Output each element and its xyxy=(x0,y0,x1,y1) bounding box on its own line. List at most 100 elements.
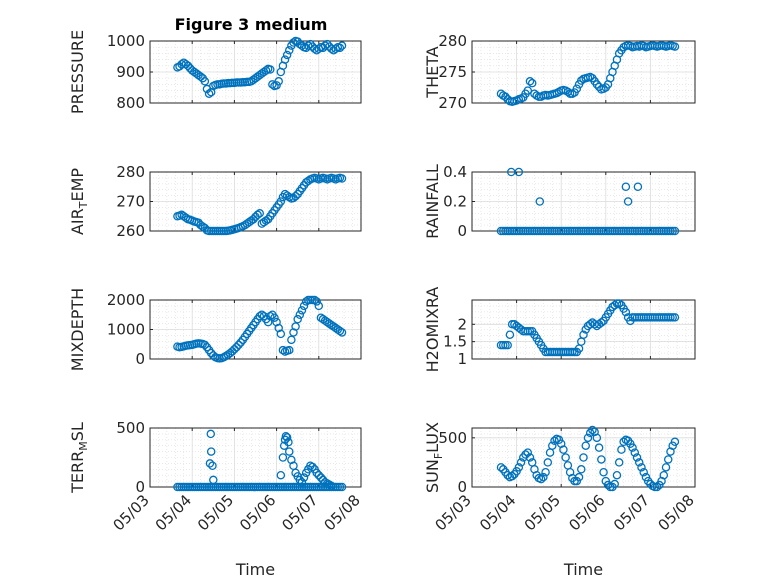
data-point xyxy=(639,467,648,477)
data-point xyxy=(208,461,217,471)
data-point xyxy=(337,328,347,337)
data-point xyxy=(257,310,267,319)
data-point xyxy=(579,453,588,462)
data-point xyxy=(312,468,321,478)
data-point xyxy=(278,453,288,462)
data-point xyxy=(614,458,624,467)
data-point xyxy=(322,39,332,49)
data-point xyxy=(661,463,671,472)
data-point xyxy=(670,313,680,322)
data-point xyxy=(204,89,214,98)
y-tick-label: 800 xyxy=(116,94,145,112)
data-point xyxy=(206,447,216,456)
data-point xyxy=(234,340,243,350)
y-tick-label: 500 xyxy=(438,429,467,447)
data-point xyxy=(337,174,347,183)
y-tick-label: 1 xyxy=(457,350,467,368)
y-tick-label: 0.2 xyxy=(443,193,467,211)
data-point xyxy=(621,307,631,317)
data-point xyxy=(291,191,300,201)
data-point xyxy=(577,465,586,474)
data-point xyxy=(597,318,606,327)
y-tick-label: 1.5 xyxy=(443,333,467,351)
data-point xyxy=(581,441,590,450)
data-point xyxy=(614,299,624,308)
data-point xyxy=(272,81,281,90)
data-point xyxy=(514,167,524,177)
data-point xyxy=(543,458,553,467)
data-point xyxy=(527,78,537,88)
y-tick-label: 270 xyxy=(116,193,145,211)
data-point xyxy=(297,478,307,487)
y-tick-label: 270 xyxy=(438,94,467,112)
data-point xyxy=(659,470,669,480)
data-point xyxy=(287,335,296,345)
y-axis-label: PRESSURE xyxy=(68,30,87,114)
data-point xyxy=(505,330,515,339)
data-point xyxy=(249,214,258,224)
x-axis-label: Time xyxy=(235,560,275,579)
data-point xyxy=(261,216,271,225)
data-point xyxy=(516,458,526,467)
data-point xyxy=(592,80,602,89)
y-tick-label: 0 xyxy=(135,478,145,496)
data-point xyxy=(266,65,275,74)
data-point xyxy=(597,455,606,464)
data-point xyxy=(635,458,644,467)
data-point xyxy=(632,453,642,462)
data-point xyxy=(274,323,283,333)
data-point xyxy=(285,192,294,202)
data-point xyxy=(270,313,279,322)
data-point xyxy=(337,482,347,492)
y-tick-label: 2000 xyxy=(107,291,145,309)
data-point xyxy=(299,473,309,482)
data-point xyxy=(205,459,215,468)
data-point xyxy=(183,61,193,71)
data-point xyxy=(663,455,673,464)
subplot-6: 11.52 H2OMIXRA xyxy=(423,287,696,373)
data-point xyxy=(280,55,290,64)
data-point xyxy=(561,453,570,462)
y-tick-label: 1000 xyxy=(107,32,145,50)
data-point xyxy=(274,77,283,86)
data-point xyxy=(253,210,262,220)
y-axis-label: H2OMIXRA xyxy=(423,287,442,373)
data-point xyxy=(501,92,510,102)
data-point xyxy=(507,471,517,481)
data-point xyxy=(337,41,347,50)
data-point xyxy=(285,345,294,355)
y-axis-label: TERRMSL xyxy=(68,422,90,494)
y-tick-label: 900 xyxy=(116,63,145,81)
data-point xyxy=(630,448,640,457)
data-point xyxy=(536,474,546,484)
subplot-3: 260 270 280 AIRTEMP xyxy=(68,163,362,240)
data-point xyxy=(541,467,550,477)
data-point xyxy=(200,340,210,350)
data-point xyxy=(272,317,281,327)
data-point xyxy=(574,472,584,482)
data-point xyxy=(306,39,315,49)
data-point xyxy=(295,475,305,485)
data-point xyxy=(295,310,305,319)
data-point xyxy=(523,448,533,457)
data-point xyxy=(592,433,602,443)
data-point xyxy=(612,470,622,480)
data-point xyxy=(539,472,548,482)
data-point xyxy=(577,76,586,85)
data-point xyxy=(285,46,294,55)
data-point xyxy=(670,42,680,51)
data-point xyxy=(282,433,292,442)
data-point xyxy=(525,453,535,462)
y-tick-label: 280 xyxy=(438,32,467,50)
data-point xyxy=(523,86,533,95)
data-point xyxy=(255,209,264,218)
data-point xyxy=(572,84,582,93)
y-axis-label: THETA xyxy=(423,46,442,98)
data-point xyxy=(299,301,309,311)
data-point xyxy=(276,470,286,480)
data-point xyxy=(503,340,512,350)
y-axis-label: AIRTEMP xyxy=(68,168,90,235)
